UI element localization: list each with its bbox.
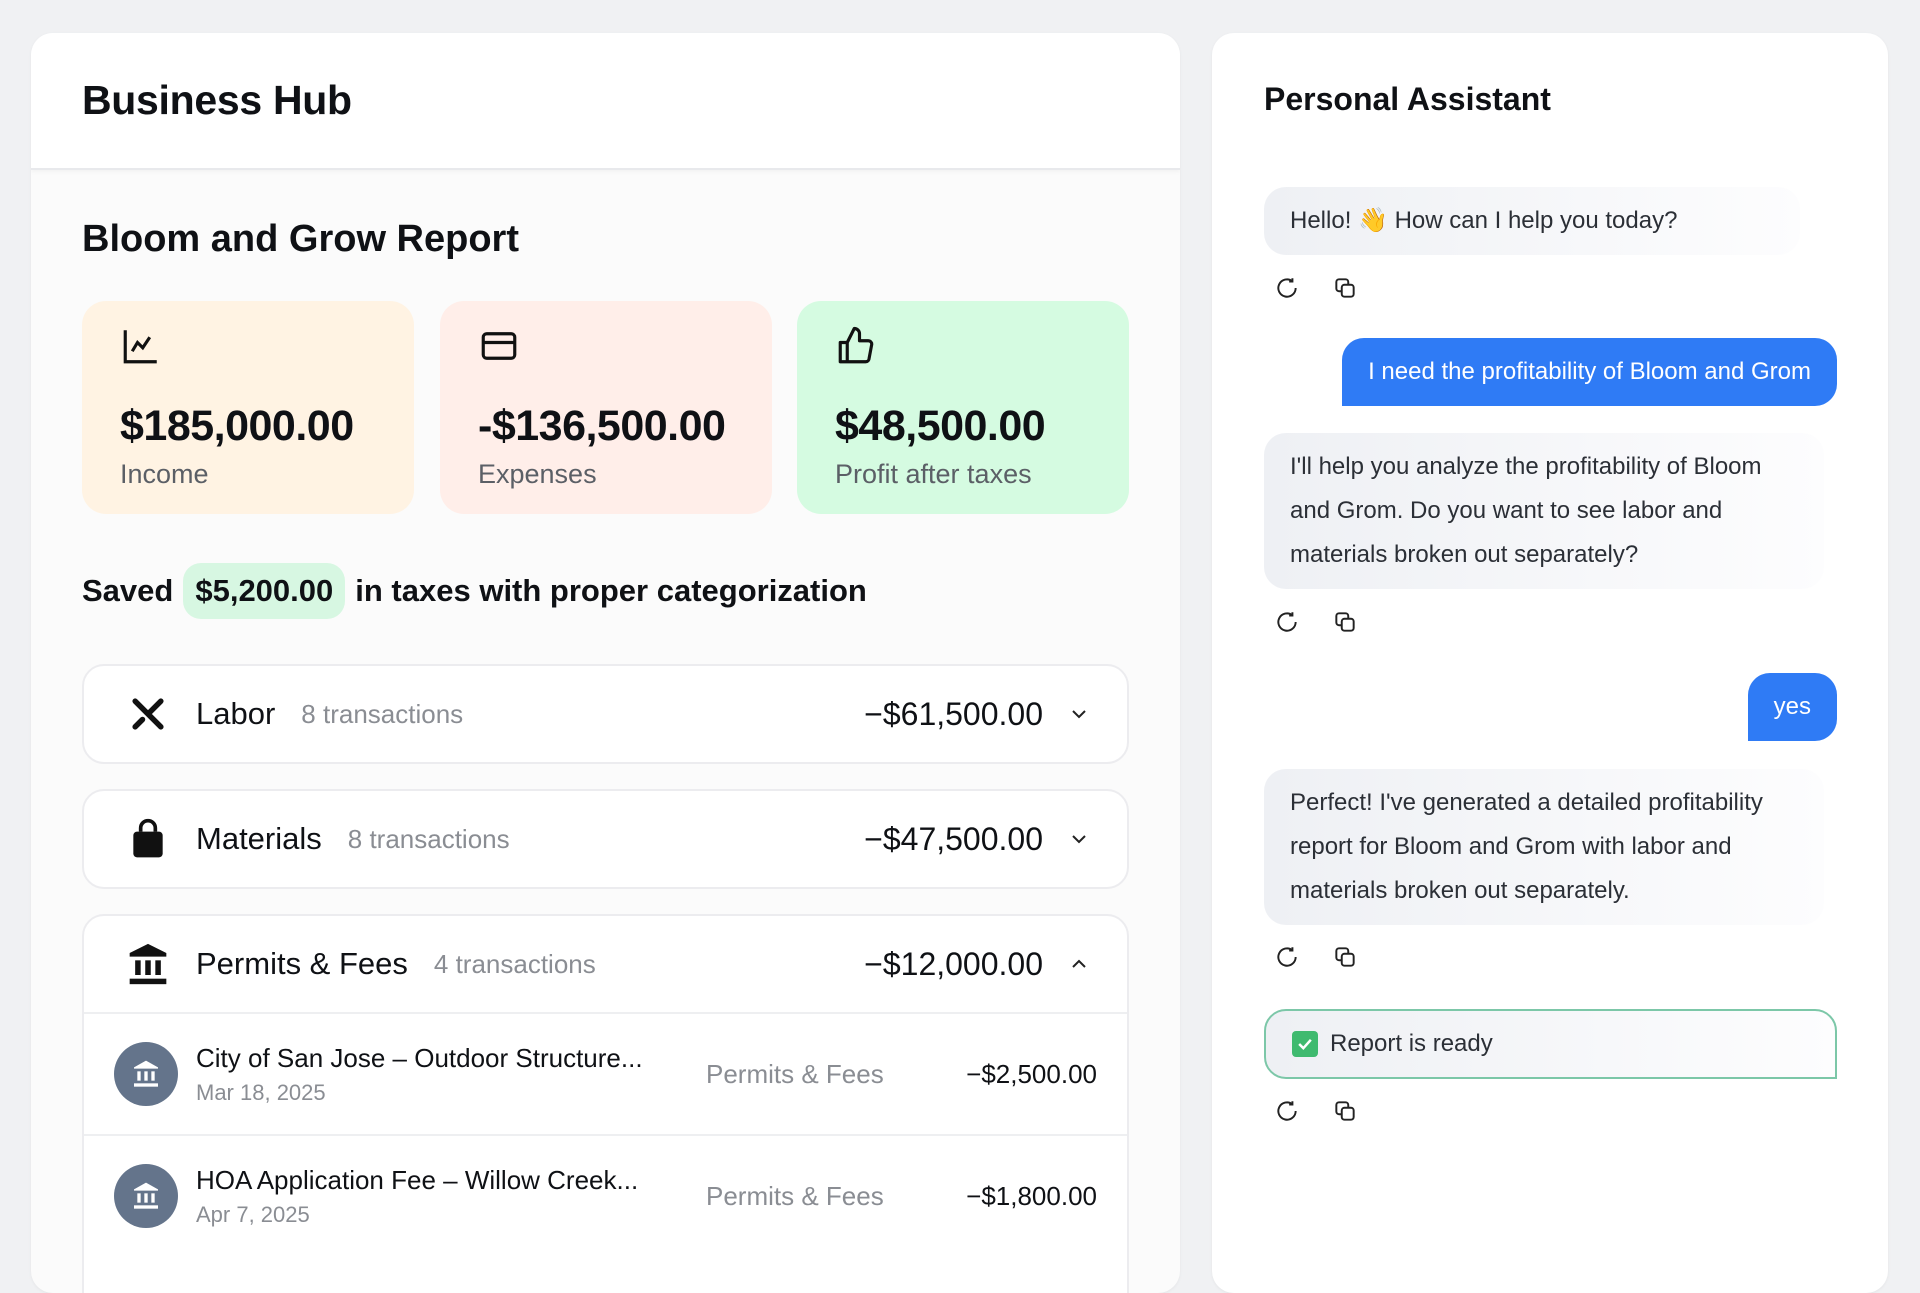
category-name: Labor (196, 696, 276, 731)
message-actions (1274, 1098, 1358, 1124)
bank-avatar-icon (114, 1164, 178, 1228)
shopping-bag-icon (133, 818, 163, 858)
user-message: yes (1747, 673, 1837, 741)
category-name: Permits & Fees (196, 946, 408, 981)
savings-suffix: in taxes with proper categorization (355, 573, 867, 608)
copy-icon[interactable] (1332, 1098, 1358, 1124)
report-ready-status[interactable]: Report is ready (1264, 1009, 1837, 1079)
business-hub-header: Business Hub (31, 33, 1180, 170)
income-amount: $185,000.00 (120, 402, 354, 450)
category-amount: −$61,500.00 (864, 695, 1043, 732)
report-title: Bloom and Grow Report (82, 218, 519, 260)
assistant-message: Perfect! I've generated a detailed profi… (1264, 769, 1824, 925)
page-title: Business Hub (82, 77, 352, 123)
assistant-title: Personal Assistant (1264, 81, 1551, 117)
transaction-date: Apr 7, 2025 (196, 1201, 310, 1227)
credit-card-icon (481, 332, 517, 360)
category-permits-fees: Permits & Fees 4 transactions −$12,000.0… (82, 914, 1129, 1293)
tools-icon (132, 698, 164, 730)
tax-savings: Saved $5,200.00 in taxes with proper cat… (82, 563, 867, 619)
income-card: $185,000.00 Income (82, 301, 414, 514)
message-actions (1274, 275, 1358, 301)
chevron-down-icon[interactable] (1067, 827, 1091, 851)
transaction-date: Mar 18, 2025 (196, 1079, 326, 1105)
assistant-panel: Personal Assistant Hello! 👋 How can I he… (1212, 33, 1888, 1293)
message-actions (1274, 609, 1358, 635)
copy-icon[interactable] (1332, 609, 1358, 635)
profit-amount: $48,500.00 (835, 402, 1046, 450)
regenerate-icon[interactable] (1274, 275, 1300, 301)
regenerate-icon[interactable] (1274, 1098, 1300, 1124)
report-ready-text: Report is ready (1330, 1030, 1493, 1057)
transaction-name: HOA Application Fee – Willow Creek... (196, 1164, 639, 1195)
expenses-amount: -$136,500.00 (478, 402, 726, 450)
transaction-name: City of San Jose – Outdoor Structure... (196, 1042, 643, 1073)
category-header[interactable]: Materials 8 transactions −$47,500.00 (84, 791, 1127, 887)
chevron-up-icon[interactable] (1067, 952, 1091, 976)
bank-icon (129, 943, 167, 985)
transaction-amount: −$1,800.00 (966, 1180, 1097, 1211)
regenerate-icon[interactable] (1274, 609, 1300, 635)
category-materials: Materials 8 transactions −$47,500.00 (82, 789, 1129, 889)
message-actions (1274, 944, 1358, 970)
check-icon (1292, 1031, 1318, 1057)
transaction-count: 8 transactions (347, 823, 510, 854)
expenses-card: -$136,500.00 Expenses (440, 301, 772, 514)
copy-icon[interactable] (1332, 944, 1358, 970)
thumbs-up-icon (838, 326, 874, 364)
business-hub-panel: Business Hub Bloom and Grow Report $185,… (31, 33, 1180, 1293)
transaction-row[interactable]: HOA Application Fee – Willow Creek... Apr… (84, 1134, 1127, 1256)
transaction-amount: −$2,500.00 (966, 1058, 1097, 1089)
bank-avatar-icon (114, 1042, 178, 1106)
user-message: I need the profitability of Bloom and Gr… (1342, 338, 1837, 406)
assistant-message: I'll help you analyze the profitability … (1264, 433, 1824, 589)
category-header[interactable]: Permits & Fees 4 transactions −$12,000.0… (84, 916, 1127, 1012)
category-labor: Labor 8 transactions −$61,500.00 (82, 664, 1129, 764)
savings-prefix: Saved (82, 573, 174, 608)
transaction-category: Permits & Fees (706, 1058, 884, 1089)
expenses-label: Expenses (478, 459, 597, 489)
category-header[interactable]: Labor 8 transactions −$61,500.00 (84, 666, 1127, 762)
category-amount: −$47,500.00 (864, 820, 1043, 857)
transaction-count: 4 transactions (433, 948, 596, 979)
income-label: Income (120, 459, 209, 489)
copy-icon[interactable] (1332, 275, 1358, 301)
category-amount: −$12,000.00 (864, 945, 1043, 982)
transaction-category: Permits & Fees (706, 1180, 884, 1211)
chart-line-icon (123, 330, 157, 364)
category-name: Materials (196, 821, 322, 856)
chevron-down-icon[interactable] (1067, 702, 1091, 726)
profit-card: $48,500.00 Profit after taxes (797, 301, 1129, 514)
profit-label: Profit after taxes (835, 459, 1032, 489)
transaction-count: 8 transactions (301, 698, 464, 729)
assistant-message: Hello! 👋 How can I help you today? (1264, 187, 1800, 255)
transaction-row[interactable]: City of San Jose – Outdoor Structure... M… (84, 1012, 1127, 1134)
regenerate-icon[interactable] (1274, 944, 1300, 970)
savings-amount: $5,200.00 (183, 563, 346, 619)
